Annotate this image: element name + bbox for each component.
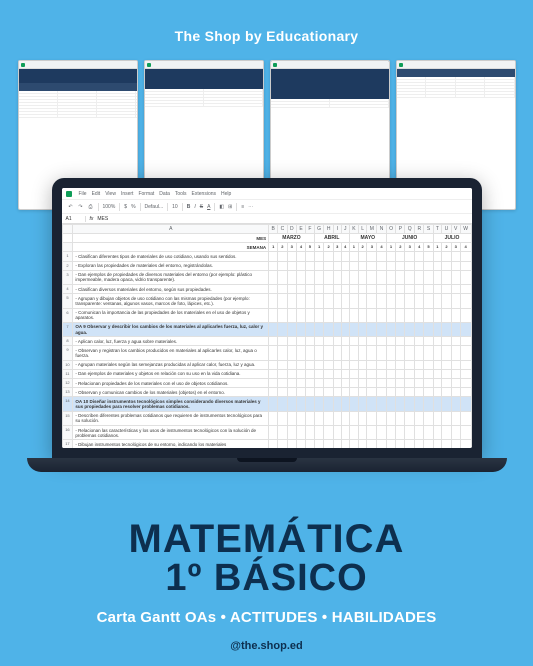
menu-view[interactable]: View — [105, 191, 116, 197]
menu-extensions[interactable]: Extensions — [192, 191, 216, 197]
laptop-base — [27, 458, 507, 472]
align-icon[interactable]: ≡ — [241, 204, 244, 210]
laptop-mockup: File Edit View Insert Format Data Tools … — [52, 178, 482, 472]
font-select[interactable]: Defaul... — [145, 204, 164, 210]
cell-reference[interactable]: A1 — [62, 216, 86, 222]
menu-help[interactable]: Help — [221, 191, 231, 197]
more-icon[interactable]: ⋯ — [248, 204, 253, 210]
menu-file[interactable]: File — [79, 191, 87, 197]
zoom-select[interactable]: 100% — [103, 204, 116, 210]
redo-icon[interactable]: ↷ — [78, 204, 84, 210]
menu-edit[interactable]: Edit — [92, 191, 101, 197]
laptop-screen: File Edit View Insert Format Data Tools … — [52, 178, 482, 458]
strike-icon[interactable]: S — [200, 204, 203, 210]
menu-data[interactable]: Data — [159, 191, 170, 197]
menu-insert[interactable]: Insert — [121, 191, 134, 197]
undo-icon[interactable]: ↶ — [68, 204, 74, 210]
tagline: Carta Gantt OAs • ACTITUDES • HABILIDADE… — [0, 609, 533, 626]
title-line-2: 1º BÁSICO — [0, 559, 533, 599]
social-handle: @the.shop.ed — [0, 640, 533, 652]
title-line-1: MATEMÁTICA — [0, 519, 533, 559]
sheets-logo-icon — [66, 191, 72, 197]
text-color-icon[interactable]: A — [207, 204, 210, 210]
format-percent-icon[interactable]: % — [131, 204, 135, 210]
borders-icon[interactable]: ⊞ — [228, 204, 232, 210]
formula-bar: A1 fx MES — [62, 214, 472, 224]
sheet-grid[interactable]: ABCDEFGHIJKLMNOPQRSTUVWMESMARZOABRILMAYO… — [62, 224, 472, 448]
bold-icon[interactable]: B — [187, 204, 191, 210]
fill-color-icon[interactable]: ◧ — [219, 204, 224, 210]
spreadsheet-app: File Edit View Insert Format Data Tools … — [62, 188, 472, 448]
print-icon[interactable]: ⎙ — [88, 204, 94, 210]
font-size[interactable]: 10 — [172, 204, 178, 210]
italic-icon[interactable]: I — [194, 204, 195, 210]
format-currency-icon[interactable]: $ — [124, 204, 127, 210]
brand-header: The Shop by Educationary — [0, 0, 533, 44]
formula-input[interactable]: MES — [97, 216, 108, 222]
menu-format[interactable]: Format — [138, 191, 154, 197]
toolbar: ↶ ↷ ⎙ 100% $ % Defaul... 10 B I S A ◧ ⊞ — [62, 200, 472, 214]
menu-bar: File Edit View Insert Format Data Tools … — [62, 188, 472, 200]
product-titles: MATEMÁTICA 1º BÁSICO Carta Gantt OAs • A… — [0, 519, 533, 626]
menu-tools[interactable]: Tools — [175, 191, 187, 197]
fx-label: fx — [86, 216, 98, 222]
